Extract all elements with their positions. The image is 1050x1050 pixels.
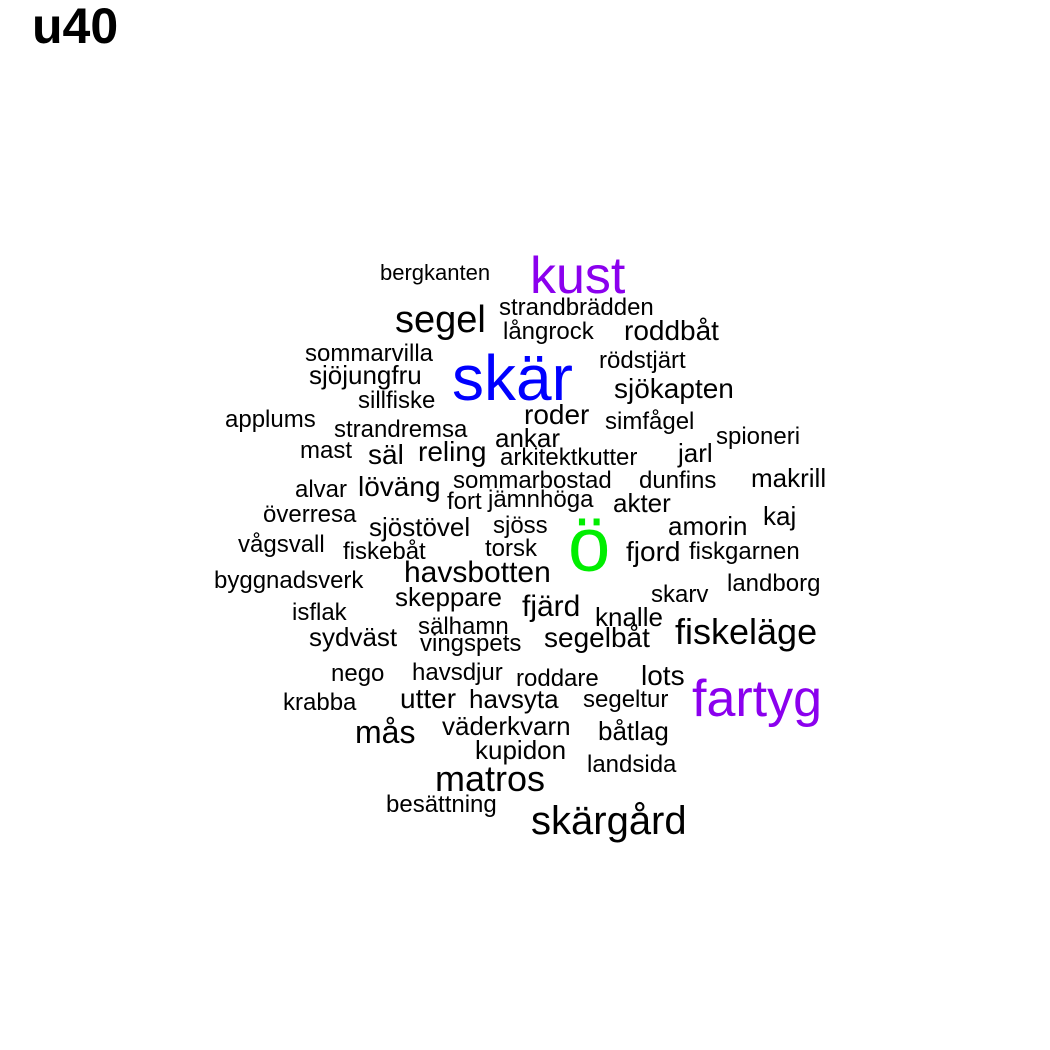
word-utter: utter — [400, 683, 457, 714]
word-strandbradden: strandbrädden — [499, 294, 654, 321]
word-byggnadsverk: byggnadsverk — [214, 567, 364, 594]
word-mas: mås — [355, 714, 416, 750]
word-simfagel: simfågel — [605, 408, 695, 435]
word-fiskgarnen: fiskgarnen — [689, 538, 800, 565]
word-torsk: torsk — [485, 535, 538, 562]
word-overresa: överresa — [263, 501, 357, 528]
word-knalle: knalle — [595, 602, 663, 632]
word-fjord: fjord — [626, 536, 681, 567]
word-matros: matros — [435, 758, 546, 799]
word-langrock: långrock — [503, 318, 594, 345]
word-ankar: ankar — [495, 423, 561, 453]
word-sillfiske: sillfiske — [358, 387, 436, 414]
word-krabba: krabba — [283, 689, 357, 716]
word-isflak: isflak — [292, 599, 347, 626]
word-vingspets: vingspets — [420, 630, 522, 657]
word-bergkanten: bergkanten — [380, 260, 491, 285]
word-applums: applums — [225, 406, 316, 433]
word-salhamn: sälhamn — [418, 613, 509, 640]
word-o: ö — [568, 503, 611, 588]
word-fort: fort — [447, 488, 482, 515]
word-roddare: roddare — [516, 665, 599, 692]
word-landborg: landborg — [727, 570, 821, 597]
word-segel: segel — [395, 299, 486, 341]
word-skarv: skarv — [651, 581, 709, 608]
word-amorin: amorin — [668, 511, 748, 541]
word-havsyta: havsyta — [469, 684, 559, 714]
word-vagsvall: vågsvall — [238, 531, 325, 558]
word-havsbotten: havsbotten — [404, 556, 551, 589]
word-akter: akter — [613, 488, 671, 518]
word-fiskebat: fiskebåt — [343, 538, 426, 565]
word-skeppare: skeppare — [395, 582, 502, 612]
page-title: u40 — [32, 0, 119, 54]
word-skar: skär — [452, 342, 573, 414]
word-kaj: kaj — [763, 501, 797, 531]
word-besattning: besättning — [386, 791, 497, 818]
word-sommarbostad: sommarbostad — [453, 467, 612, 494]
word-segelbat: segelbåt — [544, 622, 650, 653]
word-sjokapten: sjökapten — [614, 373, 734, 404]
word-sjojungfru: sjöjungfru — [309, 360, 422, 390]
word-strandremsa: strandremsa — [334, 416, 468, 443]
word-landsida: landsida — [587, 751, 677, 778]
word-makrill: makrill — [751, 463, 827, 493]
word-sjostovel: sjöstövel — [369, 512, 471, 542]
word-jamnhoga: jämnhöga — [488, 486, 594, 513]
word-vaderkvarn: väderkvarn — [442, 711, 571, 741]
word-fartyg: fartyg — [692, 670, 823, 728]
word-mast: mast — [300, 437, 353, 464]
word-arkitektkutter: arkitektkutter — [500, 444, 638, 471]
word-spioneri: spioneri — [716, 423, 801, 450]
word-sal: säl — [368, 439, 404, 470]
word-roddbat: roddbåt — [624, 315, 719, 346]
word-rodstjart: rödstjärt — [599, 347, 686, 374]
word-sjoss: sjöss — [493, 512, 548, 539]
word-nego: nego — [331, 660, 385, 687]
word-skargard: skärgård — [531, 799, 687, 843]
word-kust: kust — [530, 247, 626, 305]
word-dunfins: dunfins — [639, 467, 717, 494]
word-fiskelage: fiskeläge — [675, 611, 818, 652]
word-segeltur: segeltur — [583, 686, 669, 713]
word-kupidon: kupidon — [475, 735, 567, 765]
word-alvar: alvar — [295, 476, 348, 503]
word-lots: lots — [641, 660, 685, 691]
word-sommarvilla: sommarvilla — [305, 340, 434, 367]
word-batlag: båtlag — [598, 716, 669, 746]
word-fjard: fjärd — [522, 590, 581, 623]
word-havsdjur: havsdjur — [412, 659, 503, 686]
word-roder: roder — [524, 399, 590, 430]
word-jarl: jarl — [678, 438, 713, 468]
word-sydvast: sydväst — [309, 622, 398, 652]
word-reling: reling — [418, 436, 487, 467]
word-lovang: löväng — [358, 471, 441, 502]
